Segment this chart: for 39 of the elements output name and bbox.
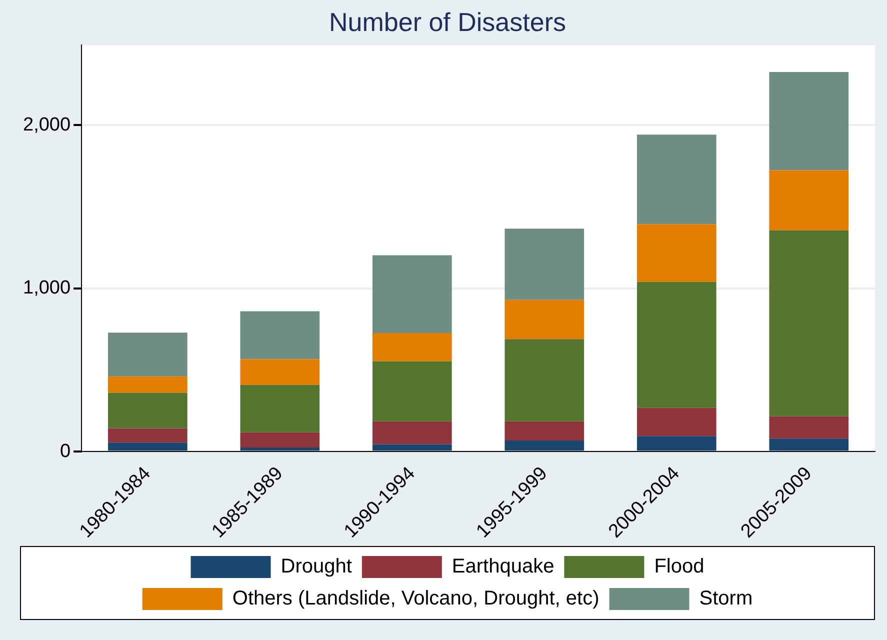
bar (372, 444, 452, 451)
legend-label: Drought (280, 556, 352, 578)
bar (769, 416, 849, 439)
bar (504, 228, 584, 300)
bar (240, 448, 320, 451)
bar (372, 361, 452, 422)
bar (240, 384, 320, 432)
bar (769, 170, 849, 230)
bar (372, 421, 452, 444)
bar (636, 436, 716, 451)
bar (108, 442, 188, 451)
bar (769, 230, 849, 416)
bar (240, 311, 320, 360)
bar (769, 72, 849, 170)
bar (504, 339, 584, 422)
bar (108, 428, 188, 443)
bar (504, 421, 584, 441)
bar (108, 376, 188, 393)
chart-title: Number of Disasters (329, 6, 566, 37)
bar (636, 224, 716, 282)
bar (504, 440, 584, 451)
bar (769, 438, 849, 451)
legend-label: Storm (699, 588, 753, 610)
bar (636, 408, 716, 436)
legend-label: Others (Landslide, Volcano, Drought, etc) (232, 588, 600, 610)
y-tick-label: 2,000 (23, 114, 71, 136)
bar (240, 432, 320, 448)
bar (636, 282, 716, 408)
bar (108, 332, 188, 376)
bar (372, 332, 452, 362)
legend-label: Earthquake (452, 556, 554, 578)
bar (108, 392, 188, 428)
legend-label: Flood (654, 556, 704, 578)
bar (504, 300, 584, 340)
y-tick-label: 0 (60, 440, 71, 462)
y-tick-label: 1,000 (23, 278, 71, 299)
bar (240, 359, 320, 385)
bar (372, 255, 452, 333)
bar (636, 134, 716, 224)
